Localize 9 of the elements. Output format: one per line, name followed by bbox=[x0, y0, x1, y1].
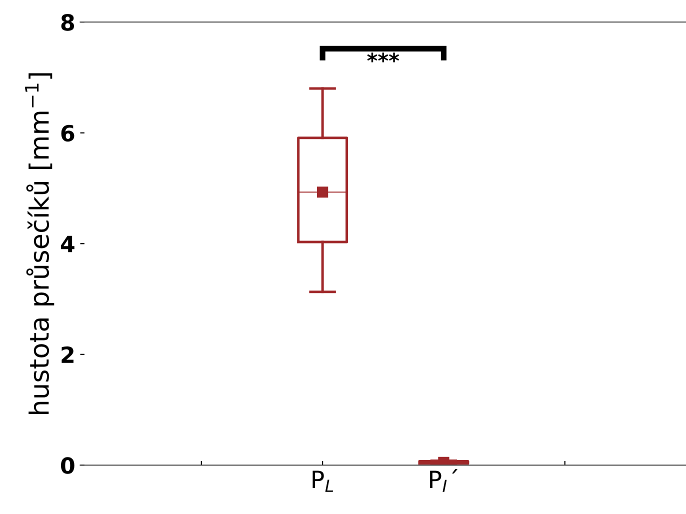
y-tick-label: 4 bbox=[60, 236, 74, 252]
y-tick-label: 2 bbox=[62, 346, 74, 363]
x-tick-label: P$_{I}$´ bbox=[430, 469, 458, 492]
x-tick-label: P$_{L}$ bbox=[312, 470, 334, 492]
y-tick-label: 6 bbox=[61, 124, 74, 142]
y-tick-label: 0 bbox=[61, 457, 74, 474]
y-tick-label: 8 bbox=[61, 14, 74, 31]
annotation: *** bbox=[367, 52, 400, 62]
y-axis-title: hustota průsečíků [mm$^{−1}$] bbox=[25, 73, 54, 414]
